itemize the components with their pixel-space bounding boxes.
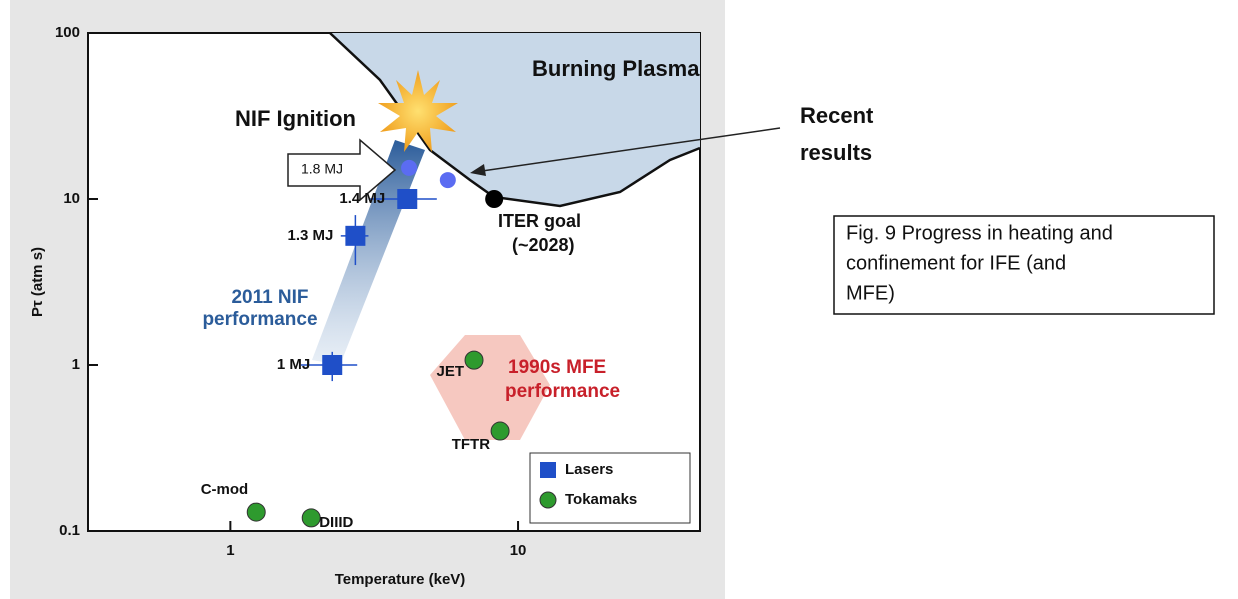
point — [247, 503, 265, 521]
recent-label: Recent — [800, 103, 874, 128]
iter-point — [485, 190, 503, 208]
mfe-perf: 1990s MFE — [508, 357, 606, 378]
iter-label: (~2028) — [512, 235, 575, 255]
iter-label: ITER goal — [498, 211, 581, 231]
mfe-perf: performance — [505, 381, 620, 402]
figure: 1.8 MJ Burning Plasma NIF Ignition 2011 … — [0, 0, 1238, 599]
point-label: DIIID — [319, 514, 353, 531]
legend-marker — [540, 462, 556, 478]
legend-label: Lasers — [565, 461, 613, 478]
y-tick-label: 100 — [55, 24, 80, 41]
point — [345, 226, 365, 246]
point — [322, 355, 342, 375]
point-label: 1.3 MJ — [288, 227, 334, 244]
x-tick-label: 10 — [510, 542, 527, 559]
nif-label: NIF Ignition — [235, 106, 356, 131]
y-axis-label: Pτ (atm s) — [29, 247, 46, 317]
recent-label: results — [800, 140, 872, 165]
legend-marker — [540, 492, 556, 508]
burning-label: Burning Plasma — [532, 56, 700, 81]
point-label: JET — [437, 363, 465, 380]
y-tick-label: 1 — [72, 356, 80, 373]
point — [302, 509, 320, 527]
point — [491, 422, 509, 440]
recent-point — [401, 160, 417, 176]
nif-perf: 2011 NIF — [231, 287, 308, 308]
caption: MFE) — [846, 282, 895, 304]
legend-label: Tokamaks — [565, 491, 637, 508]
y-tick-label: 0.1 — [59, 522, 80, 539]
point — [397, 189, 417, 209]
x-tick-label: 1 — [226, 542, 234, 559]
nif-perf: performance — [202, 309, 317, 330]
arrow-label: 1.8 MJ — [301, 161, 343, 177]
point-label: 1.4 MJ — [339, 190, 385, 207]
point-label: 1 MJ — [277, 356, 310, 373]
caption: Fig. 9 Progress in heating and — [846, 222, 1113, 244]
point-label: C-mod — [201, 481, 249, 498]
point-label: TFTR — [452, 436, 490, 453]
caption: confinement for IFE (and — [846, 252, 1066, 274]
point — [465, 351, 483, 369]
y-tick-label: 10 — [63, 190, 80, 207]
recent-point — [440, 172, 456, 188]
x-axis-label: Temperature (keV) — [335, 571, 466, 588]
